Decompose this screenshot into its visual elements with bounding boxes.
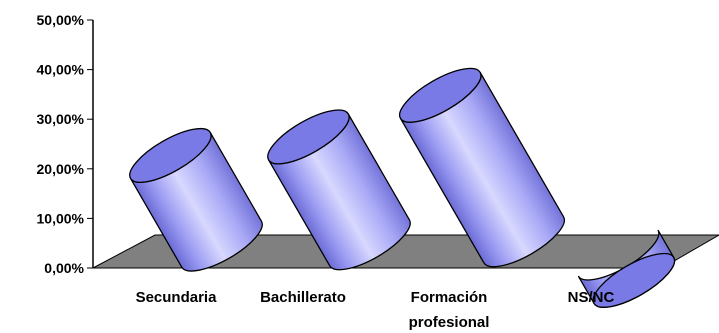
y-tick-label: 10,00% xyxy=(37,210,85,226)
bar xyxy=(129,127,263,272)
x-category-label: Secundaria xyxy=(136,289,218,306)
bar-top xyxy=(267,109,350,165)
y-tick-label: 30,00% xyxy=(37,111,85,127)
x-category-label: profesional xyxy=(409,314,490,331)
x-category-label: Formación xyxy=(411,289,488,306)
bar-top xyxy=(398,67,482,123)
x-category-label: NS/NC xyxy=(568,289,615,306)
bar-top xyxy=(592,252,676,308)
y-tick-label: 0,00% xyxy=(44,260,84,276)
y-tick-label: 50,00% xyxy=(37,12,85,28)
x-category-label: Bachillerato xyxy=(260,289,346,306)
y-tick-label: 40,00% xyxy=(37,62,85,78)
bar xyxy=(398,67,565,268)
bar-top xyxy=(129,127,212,183)
bar xyxy=(267,109,411,271)
y-tick-label: 20,00% xyxy=(37,161,85,177)
bar xyxy=(577,229,676,308)
